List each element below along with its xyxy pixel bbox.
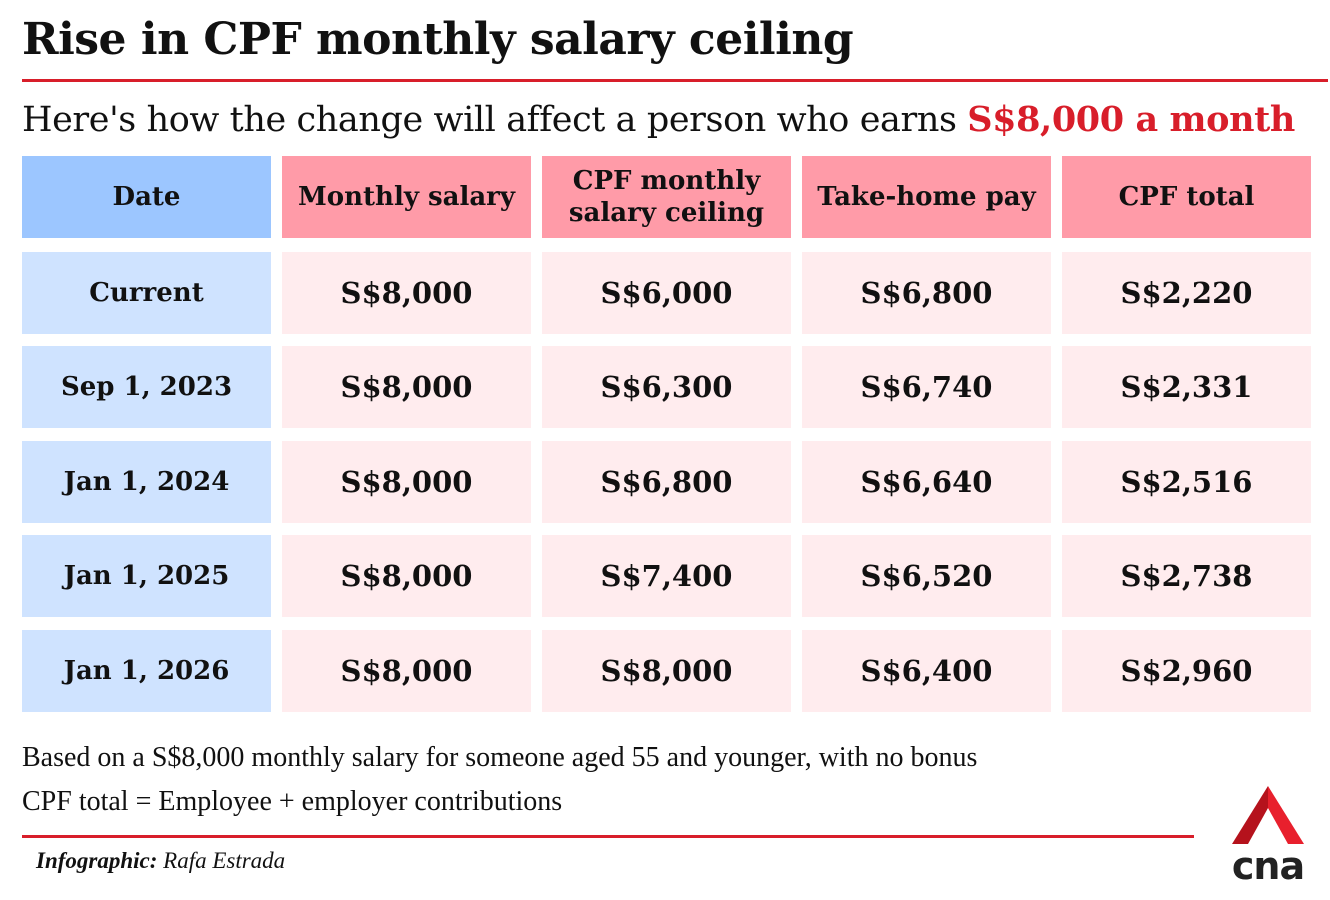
table-cell-salary-ceiling: S$7,400: [542, 535, 791, 617]
table-cell-salary-ceiling: S$6,000: [542, 252, 791, 334]
table-cell-monthly-salary: S$8,000: [282, 630, 531, 712]
title-divider: [22, 79, 1328, 82]
footer-divider: [22, 835, 1194, 838]
table-cell-salary-ceiling: S$8,000: [542, 630, 791, 712]
subtitle-text: Here's how the change will affect a pers…: [22, 100, 968, 140]
cna-logo-text: cna: [1231, 844, 1305, 888]
footnote-basis: Based on a S$8,000 monthly salary for so…: [22, 742, 978, 773]
table-cell-cpf-total: S$2,516: [1062, 441, 1311, 523]
table-cell-take-home-pay: S$6,740: [802, 346, 1051, 428]
column-header-take-home-pay: Take-home pay: [802, 156, 1051, 238]
credit: Infographic: Rafa Estrada: [36, 848, 285, 874]
credit-label: Infographic:: [36, 848, 158, 873]
subtitle: Here's how the change will affect a pers…: [22, 94, 1295, 146]
column-header-salary-ceiling: CPF monthly salary ceiling: [542, 156, 791, 238]
footnotes: Based on a S$8,000 monthly salary for so…: [22, 736, 977, 824]
table-cell-cpf-total: S$2,331: [1062, 346, 1311, 428]
table-cell-date: Jan 1, 2024: [22, 441, 271, 523]
table-cell-monthly-salary: S$8,000: [282, 441, 531, 523]
table-cell-take-home-pay: S$6,400: [802, 630, 1051, 712]
table-cell-monthly-salary: S$8,000: [282, 346, 531, 428]
cpf-table: Date Monthly salary CPF monthly salary cei…: [22, 156, 1312, 712]
table-cell-date: Jan 1, 2026: [22, 630, 271, 712]
table-cell-take-home-pay: S$6,800: [802, 252, 1051, 334]
table-cell-salary-ceiling: S$6,300: [542, 346, 791, 428]
column-header-monthly-salary: Monthly salary: [282, 156, 531, 238]
table-cell-take-home-pay: S$6,520: [802, 535, 1051, 617]
table-cell-salary-ceiling: S$6,800: [542, 441, 791, 523]
column-header-date: Date: [22, 156, 271, 238]
table-cell-date: Jan 1, 2025: [22, 535, 271, 617]
table-cell-date: Sep 1, 2023: [22, 346, 271, 428]
table-cell-monthly-salary: S$8,000: [282, 252, 531, 334]
table-cell-cpf-total: S$2,960: [1062, 630, 1311, 712]
table-cell-take-home-pay: S$6,640: [802, 441, 1051, 523]
cna-logo-icon: [1232, 786, 1304, 844]
table-cell-monthly-salary: S$8,000: [282, 535, 531, 617]
page-title: Rise in CPF monthly salary ceiling: [22, 14, 854, 65]
table-cell-cpf-total: S$2,220: [1062, 252, 1311, 334]
credit-name: Rafa Estrada: [163, 848, 286, 873]
footnote-definition: CPF total = Employee + employer contribu…: [22, 786, 563, 817]
table-cell-cpf-total: S$2,738: [1062, 535, 1311, 617]
table-cell-date: Current: [22, 252, 271, 334]
subtitle-highlight: S$8,000 a month: [967, 99, 1295, 140]
column-header-cpf-total: CPF total: [1062, 156, 1311, 238]
